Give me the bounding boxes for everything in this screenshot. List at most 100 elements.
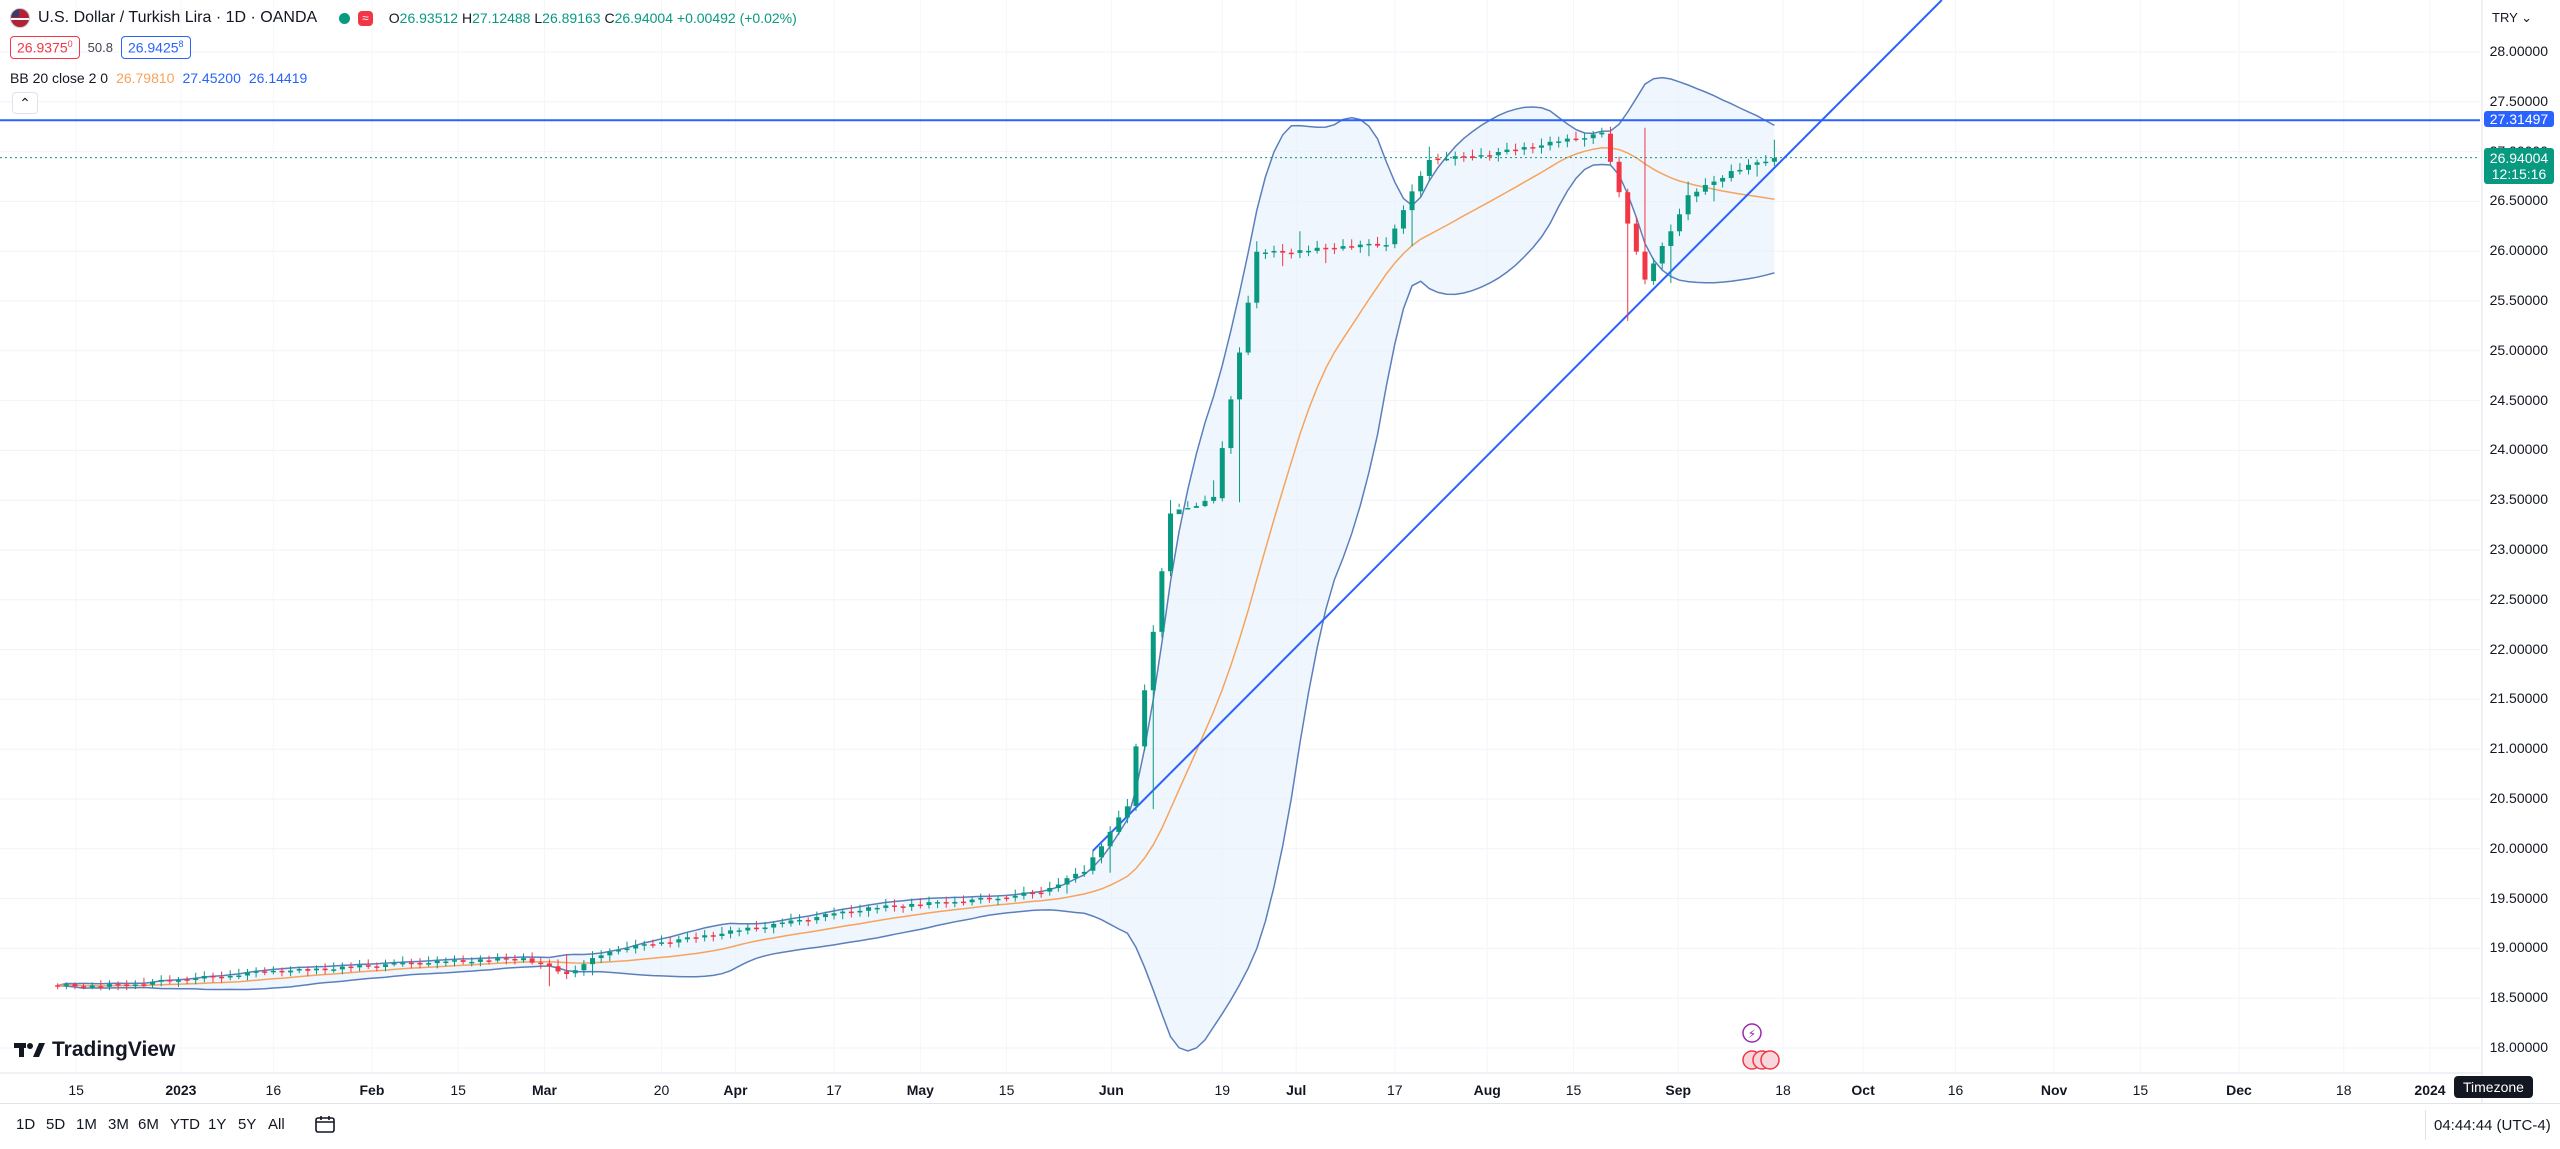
- candle-body: [365, 965, 371, 967]
- candle-body: [555, 966, 561, 972]
- candle-body: [1038, 892, 1044, 895]
- time-tick-label: 15: [68, 1082, 84, 1098]
- candle-body: [840, 911, 846, 914]
- time-tick-label: Feb: [359, 1082, 385, 1098]
- candle-body: [866, 907, 872, 911]
- tradingview-logo-text: TradingView: [52, 1038, 176, 1061]
- date-range-button[interactable]: [314, 1114, 336, 1134]
- indicator-name[interactable]: BB 20 close 2 0: [10, 70, 109, 86]
- time-tick-label: May: [906, 1082, 934, 1098]
- candle-body: [210, 976, 216, 978]
- market-open-icon[interactable]: [339, 12, 351, 24]
- candle-body: [1142, 690, 1148, 747]
- candle-body: [771, 923, 777, 928]
- time-tick-label: Dec: [2226, 1082, 2252, 1098]
- candle-body: [1357, 244, 1363, 248]
- range-button-5d[interactable]: 5D: [46, 1116, 66, 1133]
- us-flag-event-icon[interactable]: [1760, 1050, 1780, 1070]
- candle-body: [1435, 158, 1441, 161]
- sell-button[interactable]: 26.93750: [10, 36, 80, 59]
- trend-line-drawing[interactable]: [1092, 0, 1943, 852]
- candle-body: [1547, 141, 1553, 146]
- candle-body: [641, 944, 647, 946]
- candle-body: [184, 979, 190, 981]
- candle-body: [253, 971, 259, 973]
- candle-body: [753, 927, 759, 930]
- time-tick-label: 15: [998, 1082, 1015, 1098]
- candle-body: [1331, 247, 1337, 250]
- price-tick-label: 25.50000: [2489, 292, 2548, 308]
- price-tick-label: 18.50000: [2489, 989, 2548, 1006]
- currency-selector[interactable]: TRY ⌄: [2492, 10, 2533, 25]
- candle-body: [538, 962, 544, 965]
- timezone-clock-button[interactable]: 04:44:44 (UTC-4): [2434, 1117, 2551, 1134]
- price-tick-label: 22.00000: [2489, 640, 2548, 657]
- candle-body: [1478, 155, 1484, 157]
- candle-body: [1176, 509, 1182, 515]
- range-button-3m[interactable]: 3M: [108, 1116, 129, 1133]
- candle-body: [1055, 884, 1061, 889]
- candle-body: [1685, 195, 1691, 215]
- candle-body: [607, 951, 613, 956]
- candle-body: [736, 930, 742, 932]
- candle-body: [331, 969, 337, 971]
- tradingview-logo[interactable]: TradingView: [14, 1038, 175, 1062]
- symbol-legend[interactable]: U.S. Dollar / Turkish Lira · 1D · OANDA …: [10, 8, 797, 28]
- range-button-1y[interactable]: 1Y: [208, 1116, 227, 1133]
- candle-body: [779, 922, 785, 925]
- candle-body: [400, 962, 406, 965]
- candle-body: [900, 906, 906, 908]
- candle-body: [1245, 302, 1251, 353]
- candle-body: [1452, 156, 1458, 159]
- candle-body: [1599, 132, 1605, 135]
- time-tick-label: 15: [450, 1082, 466, 1098]
- price-tick-label: 20.50000: [2489, 790, 2548, 806]
- candle-body: [1771, 158, 1777, 162]
- collapse-legend-button[interactable]: ⌃: [12, 92, 38, 114]
- buy-button[interactable]: 26.94258: [120, 36, 191, 59]
- indicator-legend[interactable]: BB 20 close 2 0 26.79810 27.45200 26.144…: [10, 70, 307, 86]
- candle-body: [1116, 817, 1122, 832]
- last-price-tag: 26.94004 12:15:16: [2484, 147, 2554, 184]
- ohlc-values: O26.93512 H27.12488 L26.89163 C26.94004 …: [388, 10, 797, 26]
- symbol-title[interactable]: U.S. Dollar / Turkish Lira · 1D · OANDA: [38, 9, 318, 26]
- lightning-event-icon[interactable]: [1742, 1023, 1762, 1043]
- candle-body: [477, 959, 483, 962]
- candle-body: [348, 966, 354, 969]
- time-tick-label: 20: [653, 1082, 670, 1098]
- price-tick-label: 27.50000: [2489, 92, 2548, 109]
- candle-body: [132, 984, 138, 987]
- candle-body: [322, 968, 328, 971]
- candle-body: [521, 958, 527, 961]
- range-button-5y[interactable]: 5Y: [238, 1116, 257, 1133]
- delayed-data-icon[interactable]: ≈: [358, 10, 373, 26]
- range-button-6m[interactable]: 6M: [138, 1116, 159, 1133]
- candle-body: [1728, 171, 1734, 178]
- candle-body: [960, 901, 966, 904]
- range-button-all[interactable]: All: [268, 1116, 285, 1133]
- range-button-ytd[interactable]: YTD: [170, 1116, 200, 1133]
- candle-body: [572, 970, 578, 974]
- candle-body: [1745, 164, 1751, 170]
- range-button-1m[interactable]: 1M: [76, 1116, 97, 1133]
- candle-body: [667, 942, 673, 944]
- candle-body: [943, 902, 949, 904]
- candle-body: [219, 976, 225, 979]
- candle-body: [279, 970, 285, 973]
- candle-body: [659, 942, 665, 944]
- candle-body: [1607, 133, 1613, 162]
- time-tick-label: 18: [1775, 1082, 1791, 1098]
- candle-body: [1262, 252, 1268, 255]
- time-tick-label: 17: [826, 1082, 842, 1098]
- candle-body: [633, 944, 639, 949]
- candle-body: [460, 960, 466, 962]
- range-button-1d[interactable]: 1D: [16, 1116, 36, 1133]
- indicator-upper: 27.45200: [182, 70, 241, 86]
- candle-body: [512, 958, 518, 961]
- candle-body: [1004, 897, 1010, 900]
- price-tick-label: 20.00000: [2489, 839, 2548, 856]
- candle-body: [1625, 192, 1631, 224]
- candle-body: [624, 948, 630, 951]
- candle-body: [1193, 506, 1199, 508]
